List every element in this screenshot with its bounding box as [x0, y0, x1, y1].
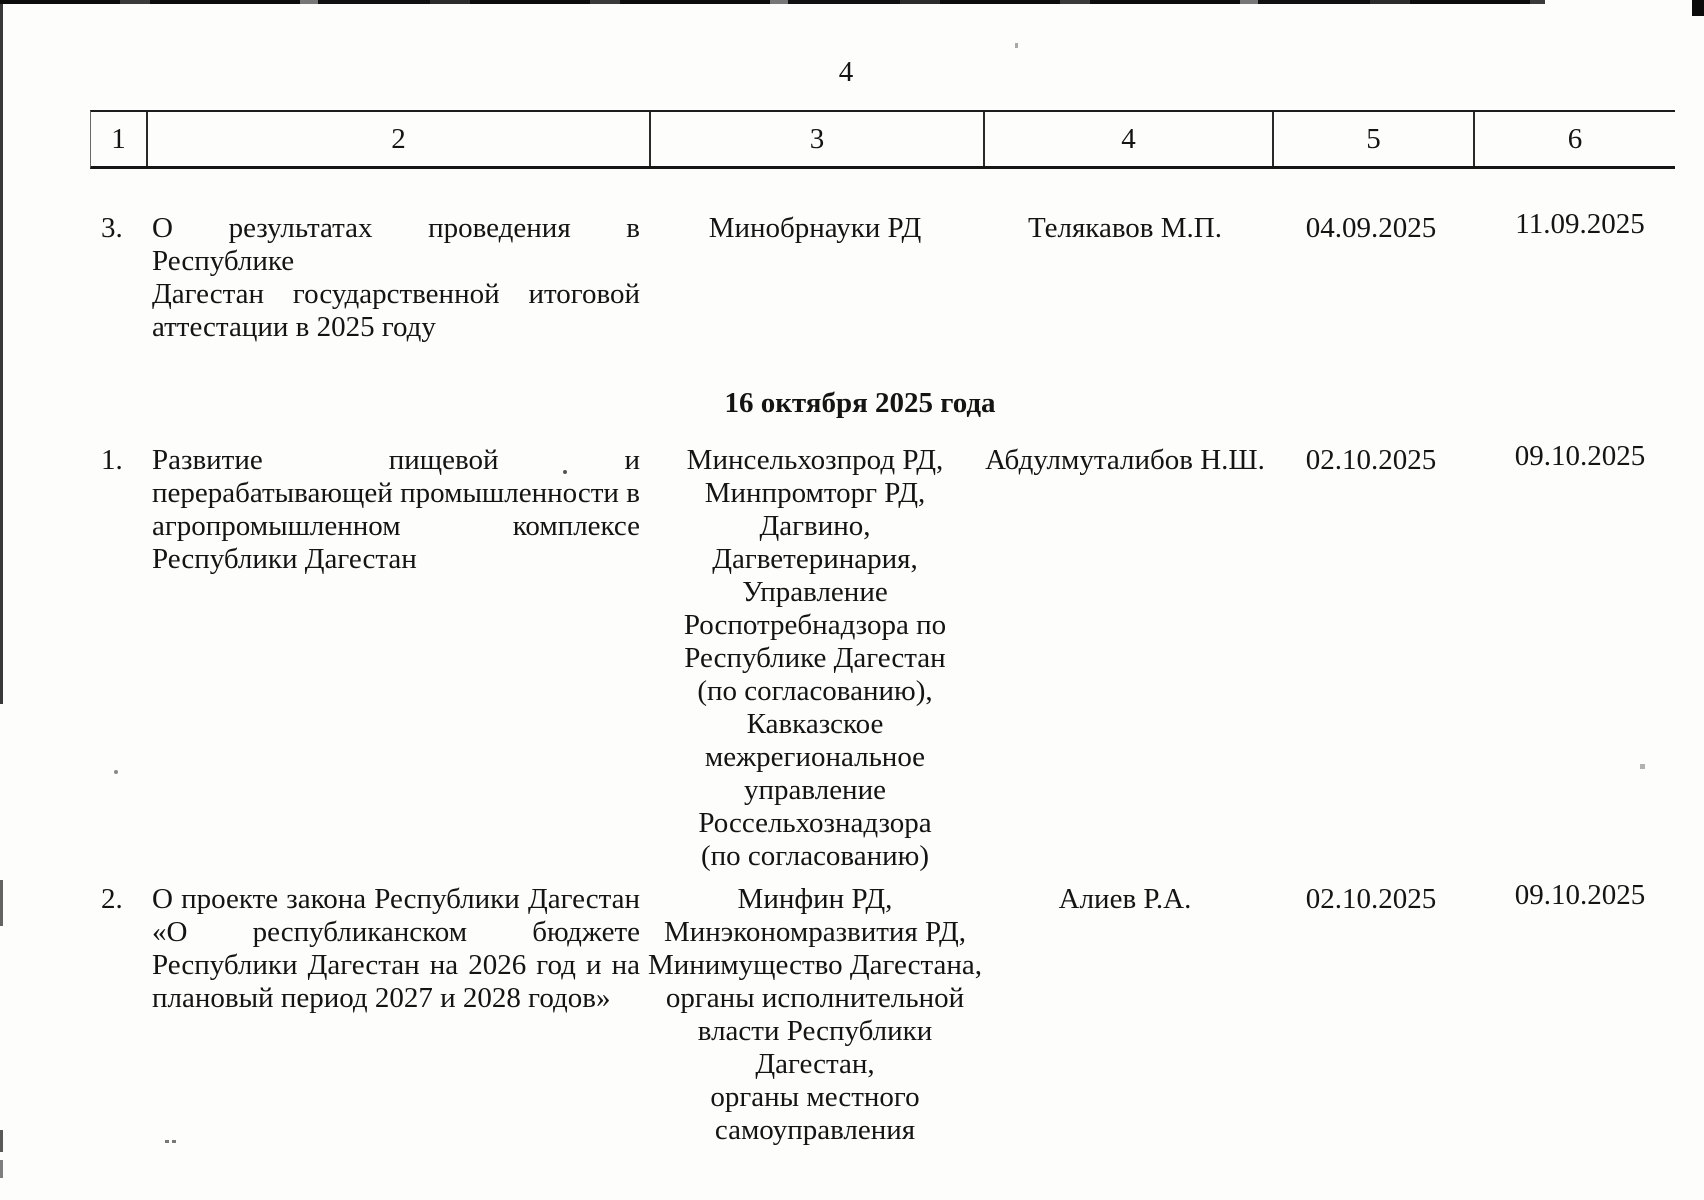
text-line: Республике Дагестан	[684, 642, 946, 674]
text-line: (по согласованию),	[697, 675, 933, 707]
text-line: Управление	[742, 576, 888, 608]
row1-speaker: Абдулмуталибов Н.Ш.	[985, 444, 1265, 476]
row1-responsible: Минсельхозпрод РД, Минпромторг РД, Дагвино…	[630, 444, 1000, 873]
text-line: аттестации в 2025 году	[152, 311, 436, 343]
row1-submission-date: 02.10.2025	[1305, 444, 1437, 476]
table-column-header-row: 1 2 3 4 5 6	[90, 110, 1675, 169]
text-line: О проекте закона Республики Дагестан	[152, 883, 640, 915]
text-line: Роспотребнадзора по	[683, 609, 947, 641]
text-line: Минэкономразвития РД,	[663, 916, 966, 948]
text-line: Развитие пищевой и	[152, 444, 640, 476]
text-line: Дагветеринария,	[712, 543, 918, 575]
row2-speaker: Алиев Р.А.	[1058, 883, 1192, 915]
row3-topic: О результатах проведения в Республике Даг…	[152, 212, 640, 344]
table-header-cell-2: 2	[148, 112, 651, 166]
text-line: Минфин РД,	[737, 883, 893, 915]
scan-artifact-top-edge	[0, 0, 1545, 4]
table-header-cell-5: 5	[1274, 112, 1475, 166]
row3-number: 3.	[101, 212, 123, 244]
text-line: самоуправления	[714, 1114, 916, 1146]
row3-submission-date: 04.09.2025	[1305, 212, 1437, 244]
text-line: Дагестан государственной итоговой	[152, 278, 640, 310]
row3-responsible: Минобрнауки РД	[630, 212, 1000, 245]
text-line: межрегиональное	[704, 741, 926, 773]
text-line: плановый период 2027 и 2028 годов»	[152, 982, 611, 1014]
table-header-cell-1: 1	[91, 112, 148, 166]
scan-speck	[1640, 764, 1645, 769]
row2-responsible: Минфин РД, Минэкономразвития РД, Минимущес…	[630, 883, 1000, 1147]
text-line: Минимущество Дагестана,	[647, 949, 983, 981]
scan-artifact-corner-mark	[1692, 0, 1704, 16]
text-line: О результатах проведения в Республике	[152, 212, 640, 277]
row2-submission-date: 02.10.2025	[1305, 883, 1437, 915]
text-line: агропромышленном комплексе	[152, 510, 640, 542]
text-line: Минобрнауки РД	[708, 212, 922, 244]
page-number: 4	[838, 56, 854, 88]
text-line: «О республиканском бюджете	[152, 916, 640, 948]
table-header-cell-3: 3	[651, 112, 985, 166]
text-line: Дагестан,	[755, 1048, 875, 1080]
scan-artifact-left-edge	[0, 1130, 3, 1152]
section-date-heading: 16 октября 2025 года	[724, 387, 996, 419]
text-line: Минпромторг РД,	[704, 477, 926, 509]
scan-speck	[563, 470, 567, 474]
row2-topic: О проекте закона Республики Дагестан «О р…	[152, 883, 640, 1015]
text-line: (по согласованию)	[701, 840, 929, 872]
row1-consideration-date: 09.10.2025	[1514, 440, 1646, 472]
text-line: органы местного	[710, 1081, 920, 1113]
table-header-cell-4: 4	[985, 112, 1274, 166]
row1-topic: Развитие пищевой и перерабатывающей промы…	[152, 444, 640, 576]
row1-number: 1.	[101, 444, 123, 476]
text-line: Кавказское	[746, 708, 884, 740]
text-line: власти Республики	[697, 1015, 933, 1047]
scan-artifact-left-edge	[0, 4, 3, 704]
text-line: Республики Дагестан	[152, 543, 417, 575]
text-line: Россельхознадзора	[698, 807, 932, 839]
text-line: перерабатывающей промышленности в	[152, 477, 640, 509]
scan-speck	[165, 1140, 169, 1143]
text-line: Минсельхозпрод РД,	[686, 444, 944, 476]
text-line: управление	[744, 774, 886, 806]
text-line: Республики Дагестан на 2026 год и на	[152, 949, 640, 981]
scan-speck	[172, 1140, 176, 1143]
row2-number: 2.	[101, 883, 123, 915]
scan-artifact-left-edge	[0, 1160, 3, 1178]
row3-consideration-date: 11.09.2025	[1515, 208, 1645, 240]
scan-speck	[1015, 43, 1018, 48]
text-line: органы исполнительной	[665, 982, 965, 1014]
row2-consideration-date: 09.10.2025	[1514, 879, 1646, 911]
table-header-cell-6: 6	[1567, 122, 1583, 155]
text-line: Дагвино,	[759, 510, 871, 542]
scan-artifact-left-edge	[0, 880, 3, 926]
scan-speck	[114, 770, 118, 774]
row3-speaker: Телякавов М.П.	[1028, 212, 1222, 244]
